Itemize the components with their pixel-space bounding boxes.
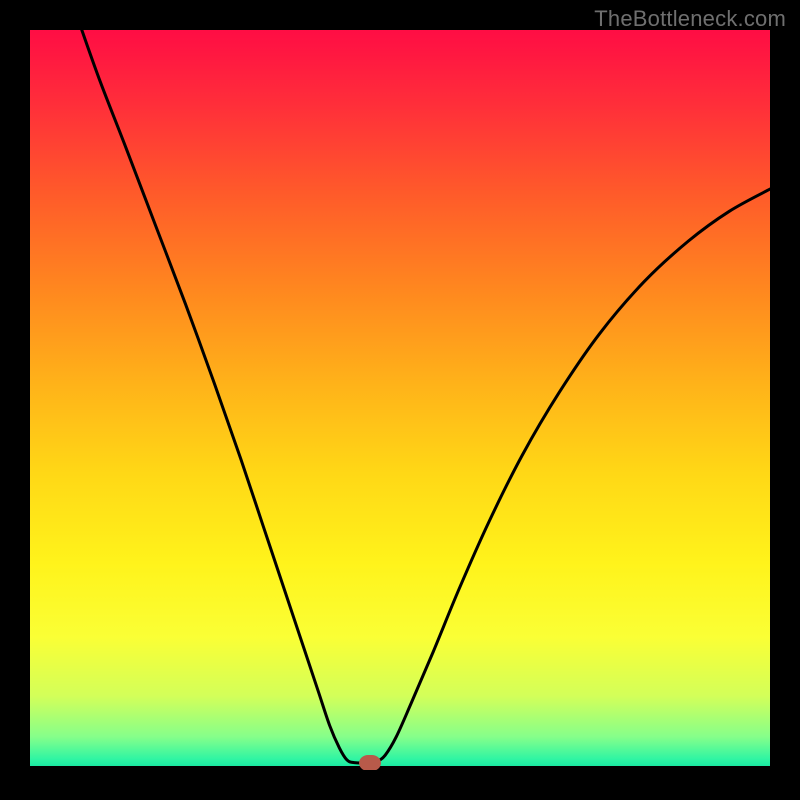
plot-frame [30, 30, 770, 770]
optimal-point-marker [359, 755, 381, 770]
plot-area [30, 30, 770, 770]
bottleneck-curve [30, 30, 770, 770]
plot-bottom-border [30, 766, 770, 770]
watermark-text: TheBottleneck.com [594, 6, 786, 32]
